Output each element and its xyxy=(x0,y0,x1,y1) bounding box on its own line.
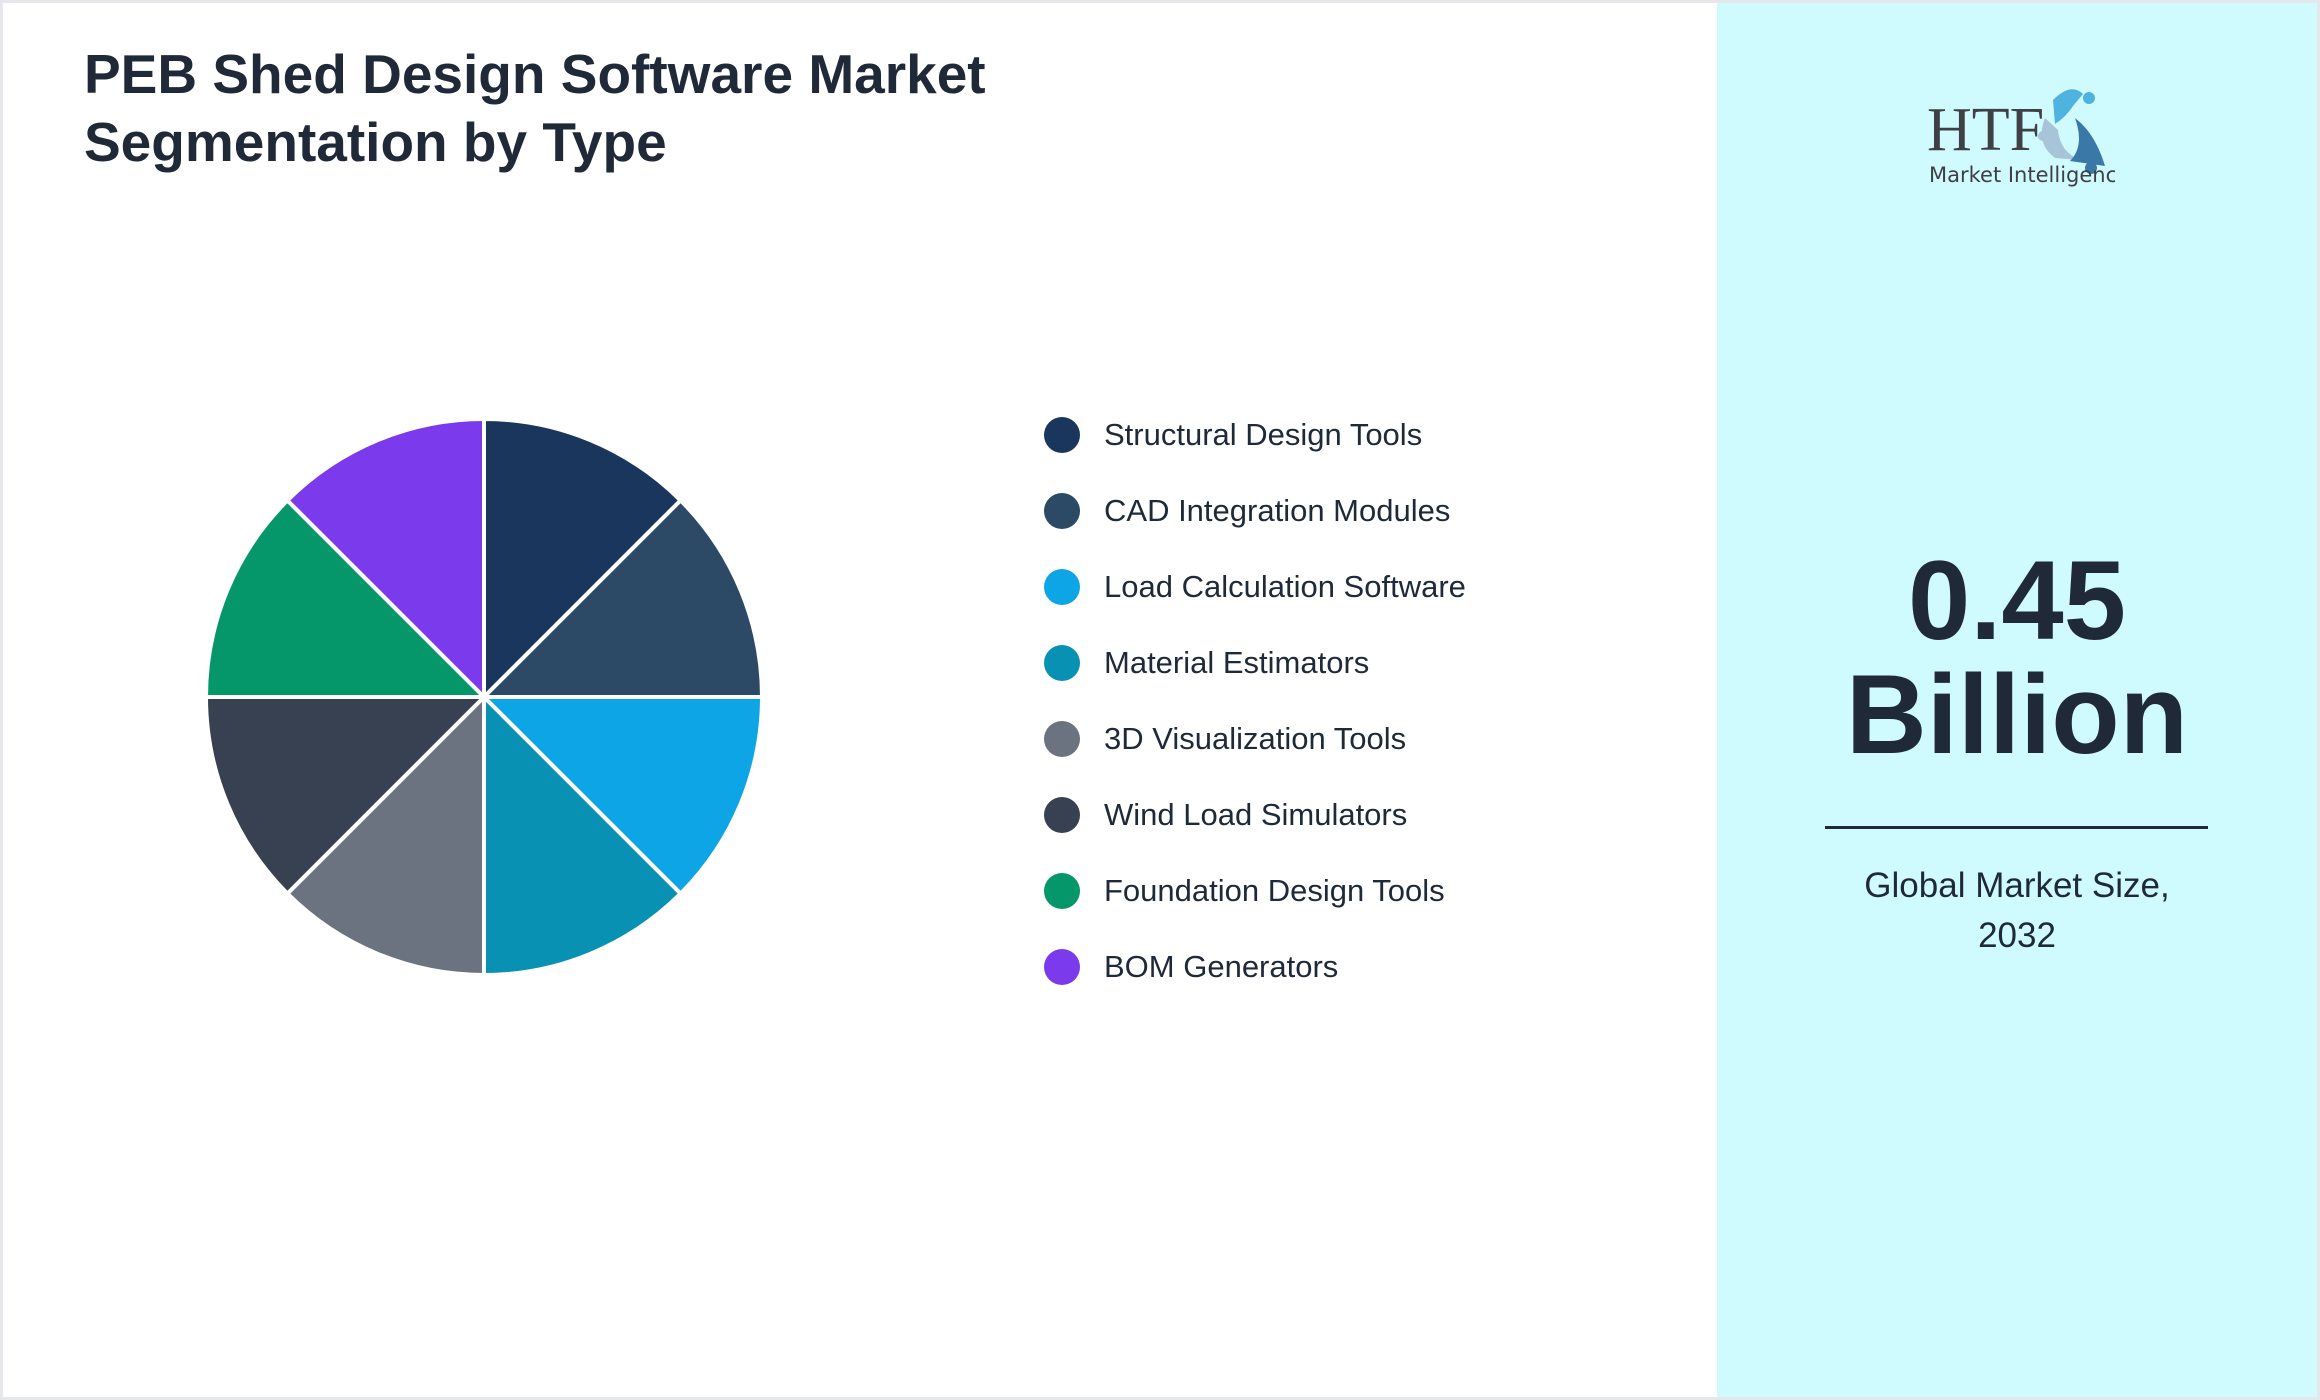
pie-slice-bom-generators[interactable] xyxy=(284,416,486,702)
legend-swatch xyxy=(1044,721,1080,757)
legend-swatch xyxy=(1044,493,1080,529)
legend-item[interactable]: Foundation Design Tools xyxy=(1040,853,1466,929)
pie-slice-material-estimators[interactable] xyxy=(482,692,684,978)
legend-swatch xyxy=(1044,569,1080,605)
logo-text: HTF xyxy=(1927,96,2044,164)
pie-slice-foundation-design-tools[interactable] xyxy=(203,497,489,699)
pie-slice-load-calculation-software[interactable] xyxy=(479,695,765,897)
legend-item[interactable]: BOM Generators xyxy=(1040,929,1466,1005)
htf-logo: HTF Market Intelligence xyxy=(1927,89,2115,187)
legend-swatch xyxy=(1044,645,1080,681)
legend-label: Foundation Design Tools xyxy=(1104,873,1445,908)
divider xyxy=(1825,826,2208,829)
pie-slice-cad-integration-modules[interactable] xyxy=(479,497,765,699)
legend-item[interactable]: 3D Visualization Tools xyxy=(1040,701,1466,777)
legend-swatch xyxy=(1044,417,1080,453)
legend-label: BOM Generators xyxy=(1104,949,1339,984)
legend-label: 3D Visualization Tools xyxy=(1104,721,1407,756)
legend-label: Structural Design Tools xyxy=(1104,417,1423,452)
legend-label: CAD Integration Modules xyxy=(1104,493,1451,528)
market-size-value: 0.45 xyxy=(1908,538,2126,663)
pie-slice-wind-load-simulators[interactable] xyxy=(203,695,489,897)
pie-slice-structural-design-tools[interactable] xyxy=(482,416,684,702)
legend-item[interactable]: CAD Integration Modules xyxy=(1040,473,1466,549)
pie-chart xyxy=(203,416,765,978)
chart-title: PEB Shed Design Software Market Segmenta… xyxy=(84,43,986,173)
legend-label: Material Estimators xyxy=(1104,645,1370,680)
legend: Structural Design Tools CAD Integration M… xyxy=(1040,397,1466,1005)
pie-slice-3d-visualization-tools[interactable] xyxy=(284,692,486,978)
legend-item[interactable]: Material Estimators xyxy=(1040,625,1466,701)
legend-item[interactable]: Load Calculation Software xyxy=(1040,549,1466,625)
logo-subtext: Market Intelligence xyxy=(1929,163,2115,187)
caption-line-1: Global Market Size, xyxy=(1864,866,2170,905)
legend-item[interactable]: Structural Design Tools xyxy=(1040,397,1466,473)
summary-panel: HTF Market Intelligence 0.45 Billion Glo… xyxy=(1717,3,2317,1397)
legend-label: Wind Load Simulators xyxy=(1104,797,1408,832)
legend-swatch xyxy=(1044,949,1080,985)
legend-swatch xyxy=(1044,873,1080,909)
market-size-caption: Global Market Size, 2032 xyxy=(1717,861,2317,961)
legend-item[interactable]: Wind Load Simulators xyxy=(1040,777,1466,853)
caption-line-2: 2032 xyxy=(1978,916,2056,955)
legend-swatch xyxy=(1044,797,1080,833)
legend-label: Load Calculation Software xyxy=(1104,569,1466,604)
market-size-unit: Billion xyxy=(1845,652,2189,777)
